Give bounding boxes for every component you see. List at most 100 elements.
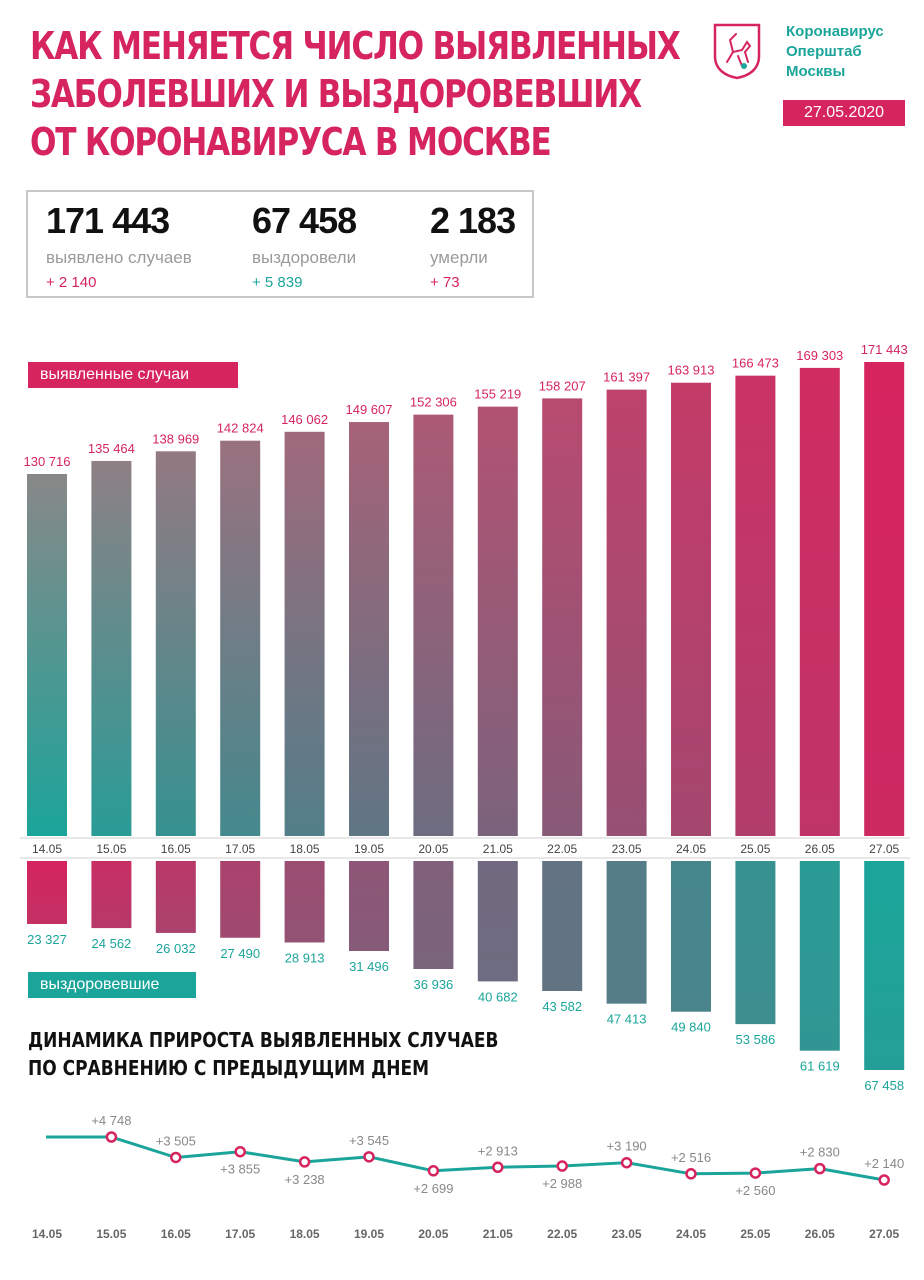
- growth-value-label: +3 545: [349, 1133, 389, 1148]
- recovered-bar: [864, 861, 905, 1070]
- date-tick-label: 20.05: [418, 842, 448, 856]
- stat-delta: + 73: [430, 274, 460, 291]
- moscow-coat-of-arms-icon: [713, 23, 761, 80]
- growth-point: [234, 1145, 246, 1158]
- growth-date-label: 21.05: [483, 1227, 513, 1241]
- cases-value-label: 130 716: [24, 454, 71, 469]
- cases-bar-chart: 130 716 135 464 138 969 142 824 146 062 149 6…: [20, 342, 910, 859]
- recovered-bar-chart: 23 327 24 562 26 032 27 490 28 913 31 496 36 9…: [27, 861, 905, 1093]
- recovered-legend-tag: выздоровевшие: [28, 972, 196, 998]
- stat-delta: + 5 839: [252, 274, 303, 291]
- date-tick-label: 15.05: [96, 842, 126, 856]
- growth-point: [170, 1151, 182, 1164]
- recovered-bar: [155, 861, 196, 933]
- cases-bar: [735, 375, 776, 836]
- growth-value-label: +3 238: [285, 1172, 325, 1187]
- growth-point: [749, 1167, 762, 1179]
- cases-value-label: 158 207: [539, 378, 586, 393]
- growth-date-label: 19.05: [354, 1227, 384, 1241]
- growth-value-label: +2 699: [413, 1181, 453, 1196]
- growth-date-label: 23.05: [612, 1227, 642, 1241]
- growth-point: [427, 1165, 440, 1177]
- cases-value-label: 152 306: [410, 395, 457, 410]
- growth-point: [685, 1168, 697, 1180]
- cases-value-label: 138 969: [152, 431, 199, 446]
- growth-value-label: +2 560: [735, 1183, 775, 1198]
- recovered-value-label: 49 840: [671, 1020, 711, 1035]
- growth-date-label: 25.05: [740, 1227, 770, 1241]
- cases-bar: [799, 367, 840, 836]
- growth-line-chart: +4 748 +3 505 +3 855 +3 238 +3 545 +2 699 +2 9…: [32, 1113, 904, 1241]
- cases-value-label: 169 303: [796, 348, 843, 363]
- recovered-value-label: 47 413: [607, 1012, 647, 1027]
- recovered-bar: [91, 861, 132, 929]
- growth-date-label: 26.05: [805, 1227, 835, 1241]
- recovered-bar: [477, 861, 518, 982]
- stat-label: умерли: [430, 248, 488, 267]
- recovered-value-label: 67 458: [864, 1078, 904, 1093]
- recovered-value-label: 40 682: [478, 989, 518, 1004]
- date-tick-label: 17.05: [225, 842, 255, 856]
- growth-point: [105, 1131, 118, 1143]
- stat-label: выздоровели: [252, 248, 357, 267]
- org-name: Коронавирус Оперштаб Москвы: [786, 22, 884, 82]
- growth-chart-title: ДИНАМИКА ПРИРОСТА ВЫЯВЛЕННЫХ СЛУЧАЕВ ПО …: [28, 1026, 498, 1082]
- growth-date-label: 20.05: [418, 1227, 448, 1241]
- cases-value-label: 171 443: [861, 342, 908, 357]
- growth-line: [46, 1135, 885, 1182]
- growth-value-label: +3 505: [156, 1133, 196, 1148]
- cases-value-label: 163 913: [668, 363, 715, 378]
- date-tick-label: 21.05: [483, 842, 513, 856]
- stat-value: 2 183: [430, 200, 516, 241]
- cases-bar: [284, 431, 325, 836]
- cases-bar: [606, 389, 647, 836]
- growth-point: [363, 1151, 375, 1163]
- recovered-bar: [284, 861, 325, 943]
- subtitle-line: ПО СРАВНЕНИЮ С ПРЕДЫДУЩИМ ДНЕМ: [28, 1056, 430, 1080]
- cases-bar: [27, 474, 67, 836]
- recovered-bar: [413, 861, 454, 970]
- stat-value: 67 458: [252, 200, 357, 241]
- date-tick-label: 25.05: [740, 842, 770, 856]
- stat-label: выявлено случаев: [46, 248, 192, 267]
- cases-value-label: 146 062: [281, 412, 328, 427]
- org-line: Оперштаб: [786, 43, 862, 60]
- growth-point: [814, 1162, 826, 1175]
- org-line: Коронавирус: [786, 23, 884, 40]
- stat-delta: + 2 140: [46, 274, 97, 291]
- growth-point: [298, 1156, 311, 1168]
- recovered-value-label: 36 936: [414, 977, 454, 992]
- growth-point: [492, 1161, 504, 1174]
- recovered-value-label: 23 327: [27, 932, 67, 947]
- growth-date-label: 14.05: [32, 1227, 62, 1241]
- growth-value-label: +2 516: [671, 1150, 711, 1165]
- recovered-bar: [735, 861, 776, 1025]
- recovered-value-label: 24 562: [92, 936, 132, 951]
- recovered-value-label: 61 619: [800, 1059, 840, 1074]
- date-tick-label: 26.05: [805, 842, 835, 856]
- date-tick-label: 24.05: [676, 842, 706, 856]
- cases-bar: [155, 451, 196, 836]
- cases-legend-tag: выявленные случаи: [28, 362, 238, 388]
- cases-bar: [477, 406, 518, 836]
- cases-value-label: 166 473: [732, 356, 779, 371]
- date-tick-label: 14.05: [32, 842, 62, 856]
- date-tick-label: 22.05: [547, 842, 577, 856]
- growth-date-label: 22.05: [547, 1227, 577, 1241]
- date-tick-label: 18.05: [290, 842, 320, 856]
- cases-bar: [220, 440, 261, 836]
- date-tick-label: 27.05: [869, 842, 899, 856]
- recovered-value-label: 53 586: [736, 1032, 776, 1047]
- recovered-bar: [606, 861, 647, 1004]
- summary-box: 171 443 выявлено случаев + 2 140 67 458 …: [26, 190, 534, 298]
- recovered-bar: [671, 861, 711, 1012]
- recovered-value-label: 31 496: [349, 959, 389, 974]
- subtitle-line: ДИНАМИКА ПРИРОСТА ВЫЯВЛЕННЫХ СЛУЧАЕВ: [28, 1028, 499, 1052]
- cases-bar: [671, 382, 711, 836]
- recovered-bar: [542, 861, 583, 992]
- growth-value-label: +2 988: [542, 1176, 582, 1191]
- stat-value: 171 443: [46, 200, 170, 241]
- title-line: ЗАБОЛЕВШИХ И ВЫЗДОРОВЕВШИХ: [30, 72, 642, 116]
- growth-value-label: +2 140: [864, 1156, 904, 1171]
- growth-date-label: 24.05: [676, 1227, 706, 1241]
